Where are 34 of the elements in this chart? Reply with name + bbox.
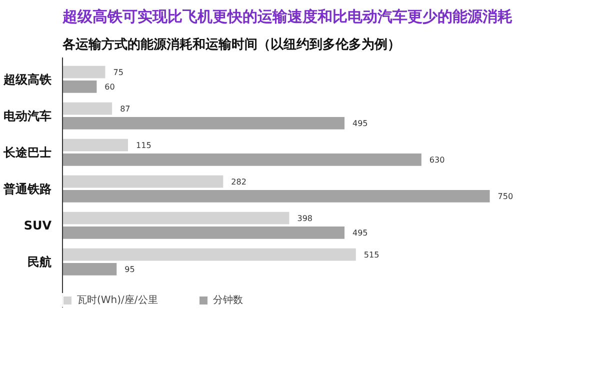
data-label: 750	[498, 192, 514, 202]
data-label: 630	[429, 156, 445, 165]
bar	[62, 138, 128, 152]
bar	[62, 212, 290, 224]
data-label: 282	[231, 178, 246, 187]
bar	[62, 248, 356, 261]
data-label: 87	[120, 104, 130, 114]
y-tick-label: 电动汽车	[4, 108, 52, 123]
chart-subtitle: 各运输方式的能源消耗和运输时间（以纽约到多伦多为例）	[62, 36, 400, 52]
bar	[62, 80, 97, 93]
y-tick-label: 长途巴士	[2, 145, 52, 160]
data-label: 115	[136, 141, 152, 150]
chart-title: 超级高铁可实现比飞机更快的运输速度和比电动汽车更少的能源消耗	[62, 8, 512, 26]
y-tick-label: 民航	[28, 254, 52, 269]
bar	[62, 175, 224, 188]
y-tick-label: 超级高铁	[2, 72, 52, 86]
legend-label: 分钟数	[212, 294, 243, 307]
data-label: 60	[104, 82, 115, 92]
data-label: 398	[297, 214, 313, 224]
data-label: 95	[124, 265, 135, 274]
data-label: 495	[352, 228, 368, 238]
bar	[62, 226, 344, 239]
legend-label: 瓦时(Wh)/座/公里	[77, 294, 158, 307]
bar	[62, 262, 117, 276]
bar	[62, 190, 490, 202]
y-tick-label: 普通铁路	[2, 182, 52, 196]
data-label: 495	[352, 119, 368, 128]
bar	[62, 66, 106, 78]
data-label: 75	[113, 68, 124, 78]
bar	[62, 102, 112, 115]
y-tick-label: SUV	[24, 218, 52, 232]
bar	[62, 153, 422, 166]
data-label: 515	[364, 250, 380, 260]
bar	[62, 116, 344, 130]
